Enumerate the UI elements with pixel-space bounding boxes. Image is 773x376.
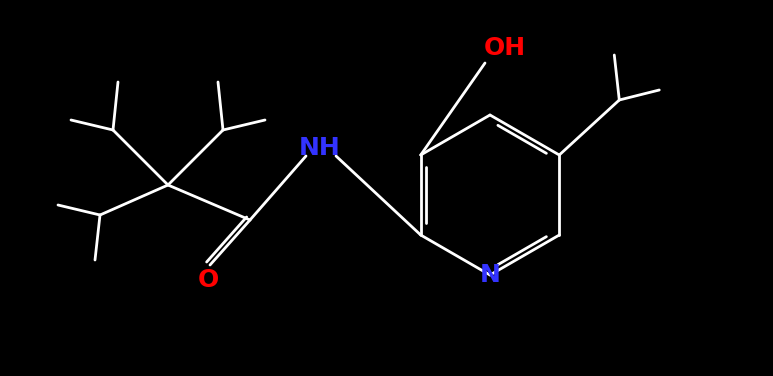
Text: O: O (197, 268, 219, 292)
Text: N: N (479, 263, 500, 287)
Text: NH: NH (299, 136, 341, 160)
Text: OH: OH (484, 36, 526, 60)
